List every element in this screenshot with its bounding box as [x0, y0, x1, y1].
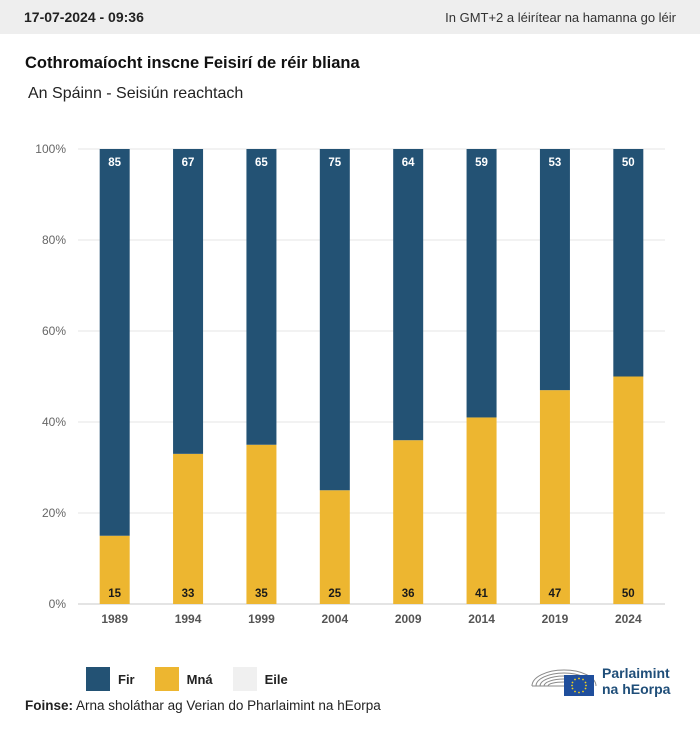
bar-segment: [613, 376, 644, 604]
legend-label-fir: Fir: [118, 671, 135, 687]
data-label: 33: [182, 588, 195, 600]
x-tick-label: 2004: [321, 612, 348, 626]
bar-segment: [99, 149, 130, 536]
x-tick-label: 2024: [615, 612, 642, 626]
x-tick-label: 1999: [248, 612, 275, 626]
y-tick-label: 20%: [42, 506, 66, 520]
legend-swatch-eile: [232, 667, 257, 691]
y-tick-label: 60%: [42, 324, 66, 338]
ep-logo: Parlaimint na hEorpa: [530, 660, 680, 700]
bar-segment: [393, 149, 424, 441]
stacked-bar-chart: 0% 20% 40% 60% 80% 100% 15 85 1989 33 67 1994 35 65 19…: [35, 142, 665, 626]
top-bar: 17-07-2024 - 09:36 In GMT+2 a léirítear …: [0, 0, 700, 34]
y-tick-label: 0%: [49, 597, 67, 611]
data-label: 50: [622, 157, 635, 169]
logo-text: Parlaimint na hEorpa: [602, 665, 670, 697]
chart-subtitle: An Spáinn - Seisiún reachtach: [28, 85, 244, 102]
x-tick-label: 1989: [101, 612, 128, 626]
data-label: 15: [108, 588, 121, 600]
bar-segment: [613, 149, 644, 377]
x-tick-label: 2009: [395, 612, 422, 626]
x-tick-label: 1994: [175, 612, 202, 626]
bar-segment: [393, 440, 424, 604]
data-label: 25: [328, 588, 341, 600]
timezone-note: In GMT+2 a léirítear na hamanna go léir: [445, 9, 676, 25]
bar-segment: [466, 149, 497, 418]
bar-segment: [173, 149, 204, 454]
data-label: 35: [255, 588, 268, 600]
bar-segment: [319, 149, 350, 491]
bar-segment: [173, 453, 204, 604]
legend-swatch-fir: [86, 667, 110, 691]
bar-segment: [466, 417, 497, 604]
timestamp: 17-07-2024 - 09:36: [24, 9, 144, 25]
y-tick-label: 80%: [42, 233, 66, 247]
data-label: 47: [549, 588, 562, 600]
source-note: Foinse: Arna sholáthar ag Verian do Phar…: [25, 698, 381, 713]
legend: Fir Mná Eile: [86, 667, 308, 691]
legend-item-mna: Mná: [154, 667, 213, 691]
data-label: 64: [402, 157, 415, 169]
bar-segment: [319, 490, 350, 604]
x-tick-label: 2014: [468, 612, 495, 626]
legend-swatch-mna: [154, 667, 179, 691]
data-label: 59: [475, 157, 488, 169]
source-text: Arna sholáthar ag Verian do Pharlaimint …: [76, 698, 381, 713]
data-label: 65: [255, 157, 268, 169]
bar-segment: [539, 390, 570, 604]
data-label: 50: [622, 588, 635, 600]
legend-item-eile: Eile: [232, 667, 288, 691]
x-tick-label: 2019: [542, 612, 569, 626]
legend-label-mna: Mná: [186, 671, 213, 687]
bar-segment: [246, 149, 277, 445]
data-label: 75: [328, 157, 341, 169]
data-label: 36: [402, 588, 415, 600]
bar-segment: [99, 535, 130, 604]
data-label: 53: [549, 157, 562, 169]
source-label: Foinse:: [25, 698, 74, 713]
data-label: 41: [475, 588, 488, 600]
chart-title: Cothromaíocht inscne Feisirí de réir bli…: [25, 54, 360, 72]
y-tick-label: 40%: [42, 415, 66, 429]
bar-segment: [539, 149, 570, 391]
y-tick-label: 100%: [35, 142, 66, 156]
legend-item-fir: Fir: [86, 667, 135, 691]
logo-line-2: na hEorpa: [602, 681, 671, 697]
bar-segment: [246, 444, 277, 604]
logo-line-1: Parlaimint: [602, 665, 670, 681]
data-label: 85: [108, 157, 121, 169]
hemicycle-flag-icon: [531, 669, 597, 696]
legend-label-eile: Eile: [264, 671, 288, 687]
data-label: 67: [182, 157, 195, 169]
